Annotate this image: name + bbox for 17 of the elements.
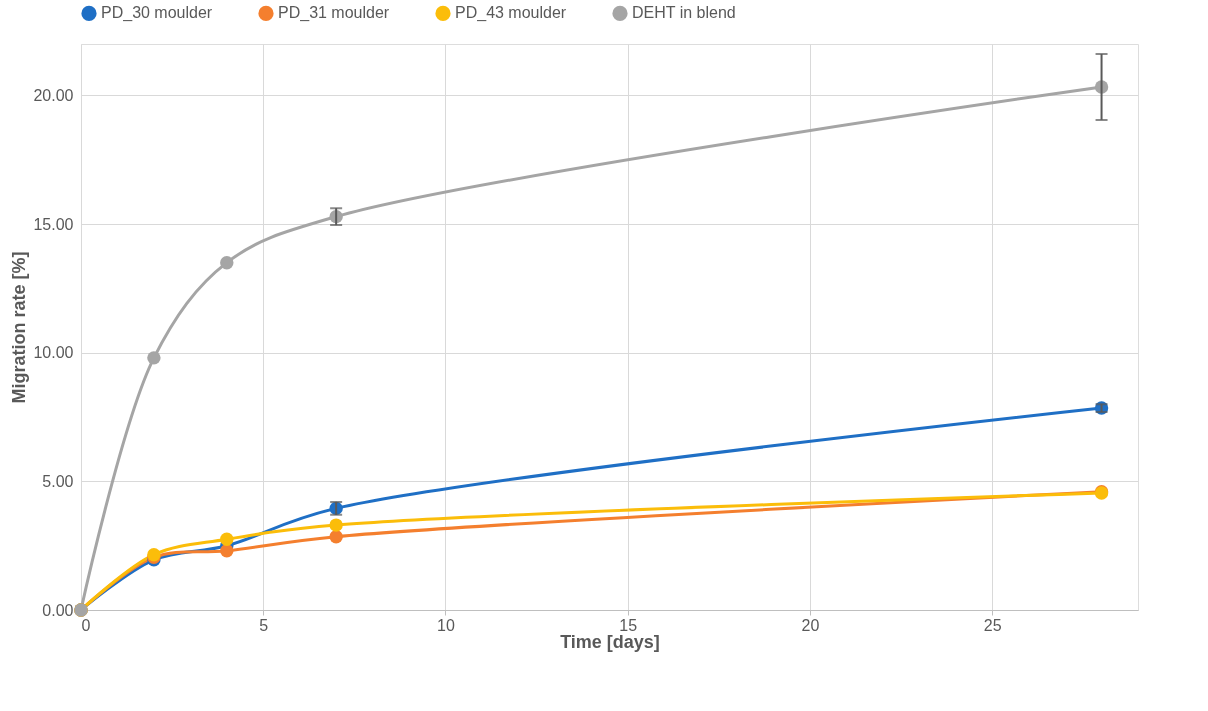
x-tick-label: 25 <box>983 616 1002 634</box>
y-tick-label: 5.00 <box>42 472 74 490</box>
x-tick-label: 10 <box>437 616 455 634</box>
legend-label: DEHT in blend <box>632 4 736 22</box>
x-tick-label: 15 <box>619 616 638 634</box>
y-tick-label: 20.00 <box>33 86 74 104</box>
x-axis-title: Time [days] <box>560 631 660 652</box>
y-tick-label: 15.00 <box>33 215 74 233</box>
y-tick-label: 0.00 <box>42 601 74 619</box>
x-tick-label: 20 <box>801 616 820 634</box>
y-tick-label: 10.00 <box>33 344 74 362</box>
legend-label: PD_31 moulder <box>278 4 390 23</box>
legend-label: PD_30 moulder <box>101 4 213 23</box>
y-axis-title: Migration rate [%] <box>9 251 30 404</box>
x-tick-label: 0 <box>81 616 91 634</box>
legend-label: PD_43 moulder <box>455 4 567 23</box>
x-tick-label: 5 <box>259 616 269 634</box>
